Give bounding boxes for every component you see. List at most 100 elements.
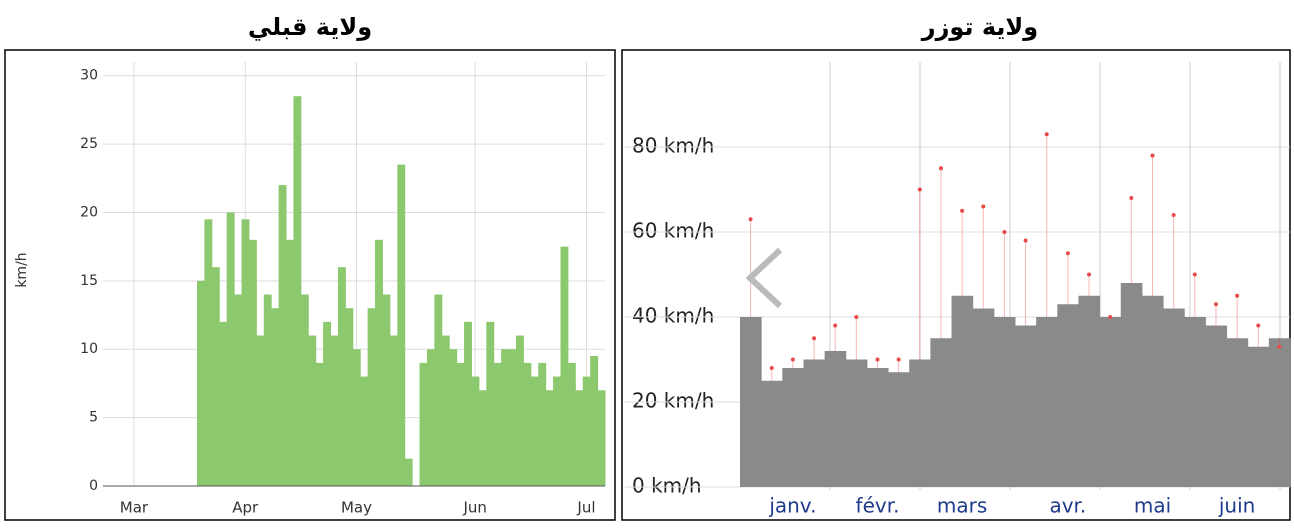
bar (1036, 317, 1058, 487)
bar (515, 335, 524, 486)
bar (419, 362, 428, 486)
bar (803, 359, 826, 487)
bar (567, 362, 576, 486)
bar (197, 280, 205, 486)
bar (1268, 338, 1291, 487)
bar (1205, 325, 1228, 487)
bar (1078, 295, 1101, 487)
x-tick-label: Mar (120, 499, 149, 517)
gust-point (1192, 272, 1197, 277)
y-tick-label: 40 km/h (632, 304, 714, 328)
x-tick-label: mars (937, 494, 987, 518)
bar (293, 96, 302, 487)
bar (1120, 283, 1143, 487)
bar (993, 317, 1016, 487)
bar (226, 212, 235, 487)
bar (1015, 325, 1037, 487)
bar (1141, 295, 1164, 487)
bar (493, 362, 502, 486)
bar (972, 308, 995, 487)
bar (951, 295, 974, 487)
gust-point (981, 204, 986, 209)
chart-title: ولاية توزر (921, 13, 1038, 41)
bar (909, 359, 931, 487)
gust-point (1235, 293, 1240, 298)
bar (824, 351, 847, 487)
gust-point (960, 208, 965, 213)
bar (330, 335, 339, 486)
gust-point (1023, 238, 1028, 243)
bar (782, 368, 804, 487)
bar (286, 239, 294, 486)
bar (508, 349, 517, 486)
bar (360, 376, 369, 486)
x-tick-label: mai (1134, 494, 1171, 518)
bar (456, 362, 465, 486)
bar (1057, 304, 1079, 487)
y-tick-label: 20 (80, 204, 98, 220)
gust-point (1108, 315, 1113, 319)
bar (352, 349, 361, 486)
gust-point (1171, 213, 1176, 217)
y-tick-label: 5 (89, 410, 98, 426)
bar (323, 321, 332, 486)
x-tick-label: avr. (1049, 494, 1086, 518)
gust-point (812, 336, 817, 341)
bar (553, 376, 561, 486)
bar (530, 376, 539, 486)
bar (211, 267, 220, 486)
bar (241, 219, 250, 486)
gust-point (769, 366, 774, 370)
right-frame (621, 49, 1291, 521)
bar (597, 390, 606, 486)
y-axis-label: km/h (14, 252, 30, 287)
bar (397, 164, 406, 487)
bar (740, 317, 762, 487)
bar (367, 308, 376, 486)
bar (426, 349, 435, 486)
bar (219, 321, 228, 486)
bar (389, 335, 398, 486)
bar (375, 239, 383, 486)
bar (271, 308, 280, 486)
bar (1163, 308, 1185, 487)
y-tick-label: 60 km/h (632, 219, 714, 243)
gust-point (1277, 344, 1282, 349)
bar (866, 368, 889, 487)
gust-point (833, 323, 838, 328)
bar (478, 390, 487, 486)
bar (382, 294, 391, 486)
bar (1184, 317, 1206, 487)
bar (278, 185, 287, 486)
bar (545, 390, 554, 486)
gust-point (1150, 153, 1155, 158)
gust-point (1087, 272, 1092, 277)
y-tick-label: 10 (80, 341, 98, 357)
gust-point (1065, 251, 1070, 256)
bar (523, 362, 532, 486)
x-tick-label: May (341, 499, 372, 517)
gust-point (896, 357, 901, 362)
gust-point (1213, 302, 1218, 307)
x-tick-label: févr. (856, 494, 900, 518)
bar (345, 308, 354, 486)
bar (464, 321, 472, 486)
bar (434, 294, 443, 486)
bar (315, 362, 324, 486)
y-tick-label: 30 (80, 68, 98, 84)
bar (538, 362, 547, 486)
gust-point (790, 357, 795, 362)
bar (308, 335, 317, 486)
bar (300, 294, 309, 486)
gust-point (748, 217, 753, 222)
y-tick-label: 0 (89, 478, 98, 494)
bar (1226, 338, 1249, 487)
bar (1247, 346, 1270, 487)
bar (582, 376, 591, 486)
gust-point (1044, 132, 1049, 137)
bar (234, 294, 243, 486)
gust-point (854, 315, 859, 319)
y-tick-label: 0 km/h (632, 474, 702, 498)
gust-point (1129, 196, 1134, 200)
